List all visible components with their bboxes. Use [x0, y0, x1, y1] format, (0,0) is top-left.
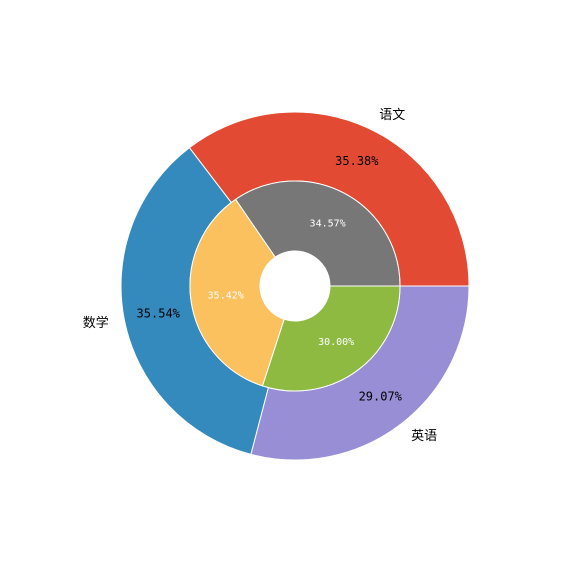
inner-slice-2	[261, 285, 401, 392]
outer-ring	[120, 111, 470, 461]
outer-category-label-0: 语文	[379, 108, 405, 123]
outer-category-label-2: 英语	[411, 429, 437, 444]
inner-pct-label-0: 34.57%	[310, 219, 346, 230]
inner-pct-label-1: 35.42%	[208, 291, 244, 302]
labels-layer: 35.38% 语文 35.54% 数学 29.07% 英语 34.57% 35.42% 30.0…	[83, 108, 437, 444]
outer-pct-label-1: 35.54%	[137, 306, 181, 320]
outer-category-label-1: 数学	[83, 315, 109, 331]
inner-slice-1	[189, 198, 285, 387]
outer-pct-label-0: 35.38%	[335, 154, 379, 168]
inner-slice-0	[234, 180, 401, 287]
inner-ring	[189, 180, 401, 392]
outer-pct-label-2: 29.07%	[359, 389, 403, 403]
inner-pct-label-2: 30.00%	[318, 337, 354, 348]
